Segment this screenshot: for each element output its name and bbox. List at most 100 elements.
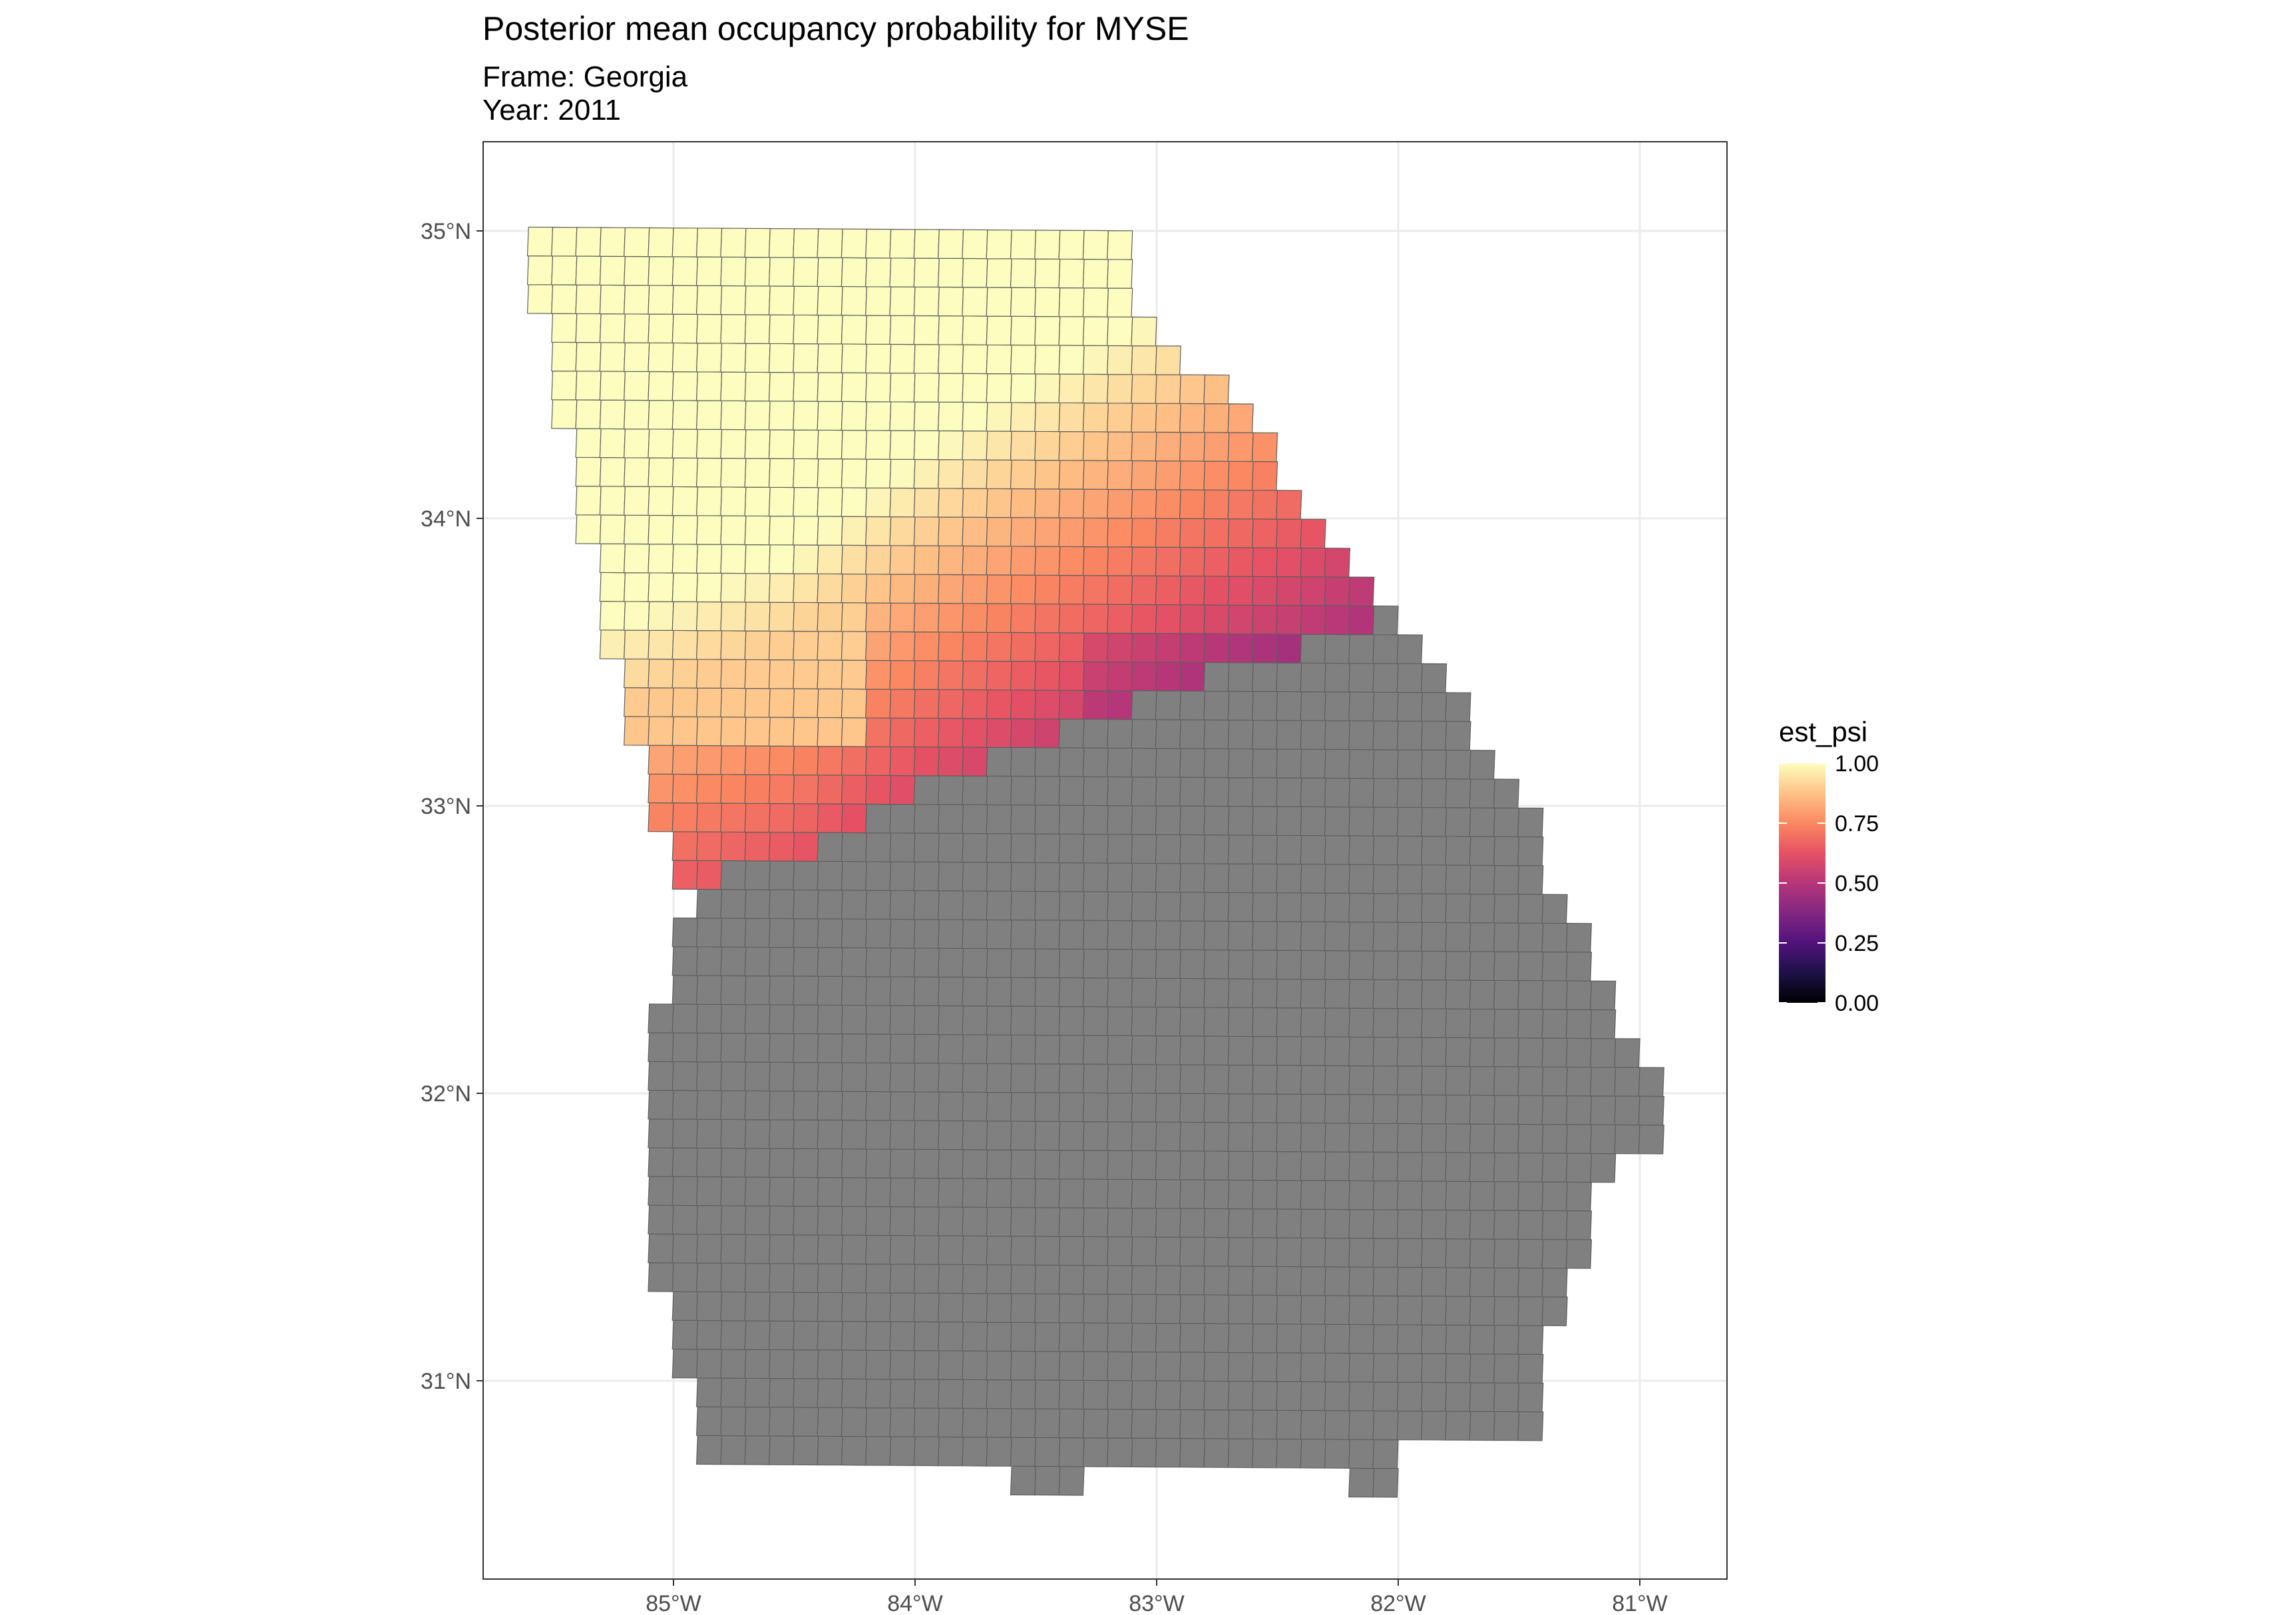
grid-cell-estimated [624, 457, 650, 487]
grid-cell-no-data [1420, 979, 1447, 1009]
grid-cell-estimated [913, 229, 940, 259]
grid-cell-estimated [599, 600, 626, 631]
grid-cell-no-data [1251, 1266, 1278, 1296]
grid-cell-estimated [599, 371, 626, 401]
grid-cell-no-data [1010, 1005, 1037, 1036]
grid-cell-no-data [1203, 949, 1230, 980]
grid-cell-no-data [1203, 690, 1230, 721]
colorbar-legend: est_psi 1.000.750.500.250.00 [1779, 716, 1879, 1016]
grid-cell-no-data [913, 1407, 940, 1438]
grid-cell-no-data [1372, 663, 1399, 693]
grid-cell-no-data [1034, 977, 1061, 1007]
grid-cell-no-data [1179, 1236, 1206, 1267]
grid-cell-estimated [1034, 230, 1061, 260]
grid-cell-no-data [1082, 776, 1109, 807]
grid-cell-estimated [1082, 402, 1109, 433]
grid-cell-estimated [962, 747, 988, 777]
grid-cell-estimated [599, 514, 626, 545]
grid-cell-no-data [1541, 1095, 1568, 1125]
grid-cell-no-data [986, 1091, 1012, 1122]
grid-cell-no-data [1300, 1237, 1326, 1268]
grid-cell-no-data [1227, 806, 1254, 836]
grid-cell-no-data [1420, 721, 1447, 751]
grid-cell-no-data [1107, 719, 1133, 749]
grid-cell-no-data [1179, 920, 1206, 951]
grid-cell-no-data [1010, 1408, 1037, 1438]
grid-cell-no-data [1251, 1323, 1278, 1353]
grid-cell-no-data [1420, 1152, 1447, 1182]
grid-cell-no-data [1445, 836, 1471, 866]
grid-cell-no-data [1107, 1265, 1133, 1295]
grid-cell-no-data [1276, 1438, 1302, 1469]
grid-cell-no-data [1420, 691, 1447, 722]
grid-cell-no-data [1372, 1238, 1399, 1268]
grid-cell-no-data [1493, 1238, 1520, 1269]
grid-cell-no-data [1372, 1324, 1399, 1354]
grid-cell-no-data [1541, 1296, 1568, 1326]
grid-cell-estimated [1251, 604, 1278, 635]
grid-cell-estimated [648, 773, 674, 804]
grid-cell-no-data [1300, 1324, 1326, 1353]
grid-cell-no-data [962, 1235, 988, 1266]
grid-cell-no-data [889, 1292, 916, 1323]
grid-cell-estimated [962, 603, 988, 633]
grid-cell-estimated [986, 459, 1012, 490]
grid-cell-no-data [1300, 978, 1326, 1009]
grid-cell-no-data [1420, 864, 1447, 894]
grid-cell-no-data [1445, 1123, 1471, 1153]
grid-cell-no-data [1300, 892, 1326, 922]
grid-cell-estimated [695, 831, 723, 862]
grid-cell-estimated [1227, 403, 1254, 433]
grid-cell-estimated [695, 457, 723, 488]
grid-cell-no-data [1565, 1009, 1593, 1039]
grid-cell-no-data [1420, 1296, 1447, 1326]
grid-cell-no-data [1300, 1122, 1326, 1153]
grid-cell-estimated [841, 458, 868, 488]
grid-cell-no-data [1010, 805, 1037, 834]
grid-cell-no-data [1010, 1178, 1037, 1208]
grid-cell-no-data [962, 1005, 988, 1035]
grid-cell-estimated [1010, 431, 1037, 461]
grid-cell-estimated [865, 372, 892, 403]
grid-cell-no-data [720, 1003, 747, 1034]
grid-cell-no-data [889, 1120, 916, 1150]
grid-cell-estimated [1155, 546, 1181, 577]
grid-cell-estimated [986, 574, 1012, 604]
grid-cell-estimated [1082, 316, 1109, 347]
grid-cell-no-data [841, 1321, 868, 1351]
grid-cell-estimated [551, 256, 578, 285]
grid-cell-no-data [1517, 1296, 1544, 1326]
grid-cell-no-data [1034, 1063, 1061, 1093]
grid-cell-estimated [817, 659, 843, 689]
grid-cell-no-data [817, 1234, 843, 1264]
grid-cell-no-data [1493, 864, 1520, 895]
grid-cell-estimated [865, 458, 892, 489]
grid-cell-no-data [744, 975, 771, 1005]
grid-cell-no-data [1203, 1409, 1230, 1439]
grid-cell-no-data [1493, 1152, 1520, 1182]
grid-cell-estimated [671, 342, 698, 373]
grid-cell-estimated [1203, 403, 1230, 433]
grid-cell-no-data [1469, 980, 1495, 1010]
grid-cell-no-data [1227, 1208, 1254, 1238]
grid-cell-estimated [865, 343, 892, 374]
x-tick-label: 83°W [1129, 1591, 1185, 1615]
grid-cell-estimated [648, 227, 674, 258]
grid-cell-estimated [986, 660, 1012, 691]
grid-cell-no-data [695, 1090, 723, 1120]
grid-cell-no-data [1203, 1380, 1230, 1411]
grid-cell-estimated [1034, 718, 1061, 749]
grid-cell-no-data [1107, 1150, 1133, 1180]
grid-cell-estimated [865, 516, 892, 546]
grid-cell-no-data [1131, 1093, 1157, 1123]
grid-cell-no-data [793, 976, 819, 1005]
grid-cell-no-data [962, 1379, 988, 1409]
grid-cell-estimated [841, 487, 868, 518]
grid-cell-no-data [793, 1205, 819, 1236]
grid-cell-no-data [986, 1034, 1012, 1065]
grid-cell-estimated [962, 717, 988, 748]
grid-cell-no-data [913, 976, 940, 1007]
grid-cell-no-data [1107, 1294, 1133, 1324]
grid-cell-no-data [1396, 922, 1423, 952]
grid-cell-estimated [744, 228, 771, 258]
